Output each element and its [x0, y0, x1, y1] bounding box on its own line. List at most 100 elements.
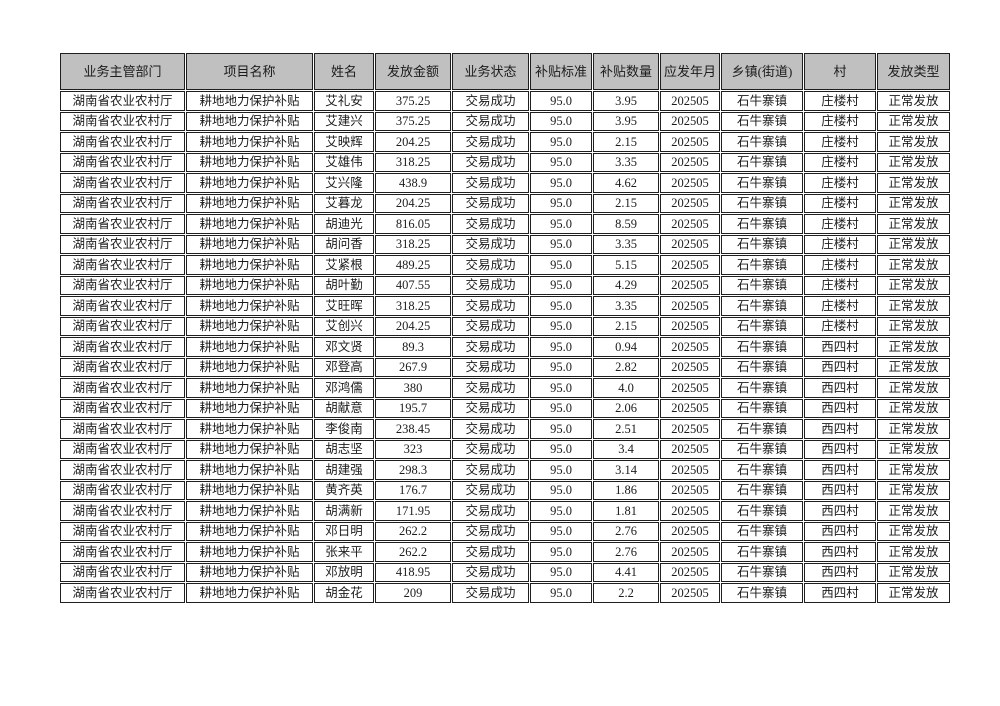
table-cell: 耕地地力保护补贴: [186, 316, 313, 336]
table-cell: 正常发放: [877, 398, 950, 418]
table-cell: 正常发放: [877, 521, 950, 541]
table-cell: 湖南省农业农村厅: [60, 152, 185, 172]
table-cell: 202505: [660, 111, 720, 131]
column-header-project: 项目名称: [186, 53, 313, 90]
table-cell: 正常发放: [877, 132, 950, 152]
table-cell: 95.0: [530, 173, 592, 193]
table-cell: 交易成功: [452, 91, 529, 111]
table-cell: 石牛寨镇: [721, 91, 803, 111]
table-cell: 95.0: [530, 562, 592, 582]
table-cell: 0.94: [593, 337, 659, 357]
column-header-quantity: 补贴数量: [593, 53, 659, 90]
table-cell: 耕地地力保护补贴: [186, 583, 313, 603]
table-cell: 交易成功: [452, 214, 529, 234]
table-cell: 交易成功: [452, 152, 529, 172]
table-cell: 95.0: [530, 316, 592, 336]
table-cell: 耕地地力保护补贴: [186, 378, 313, 398]
table-cell: 交易成功: [452, 234, 529, 254]
column-header-status: 业务状态: [452, 53, 529, 90]
column-header-township: 乡镇(街道): [721, 53, 803, 90]
table-row: 湖南省农业农村厅 耕地地力保护补贴 艾旺晖 318.25 交易成功 95.0 3.35 202…: [60, 296, 950, 316]
table-cell: 2.06: [593, 398, 659, 418]
table-cell: 正常发放: [877, 91, 950, 111]
table-cell: 西四村: [804, 460, 876, 480]
table-cell: 庄楼村: [804, 316, 876, 336]
table-cell: 交易成功: [452, 132, 529, 152]
table-cell: 407.55: [375, 275, 451, 295]
table-row: 湖南省农业农村厅 耕地地力保护补贴 邓日明 262.2 交易成功 95.0 2.76 2025…: [60, 521, 950, 541]
column-header-amount: 发放金额: [375, 53, 451, 90]
table-cell: 202505: [660, 173, 720, 193]
table-cell: 4.29: [593, 275, 659, 295]
table-cell: 489.25: [375, 255, 451, 275]
table-cell: 石牛寨镇: [721, 296, 803, 316]
table-cell: 庄楼村: [804, 91, 876, 111]
table-cell: 418.95: [375, 562, 451, 582]
table-cell: 2.82: [593, 357, 659, 377]
table-cell: 交易成功: [452, 562, 529, 582]
table-cell: 202505: [660, 419, 720, 439]
table-cell: 202505: [660, 562, 720, 582]
table-row: 湖南省农业农村厅 耕地地力保护补贴 艾映辉 204.25 交易成功 95.0 2.15 202…: [60, 132, 950, 152]
table-row: 湖南省农业农村厅 耕地地力保护补贴 张来平 262.2 交易成功 95.0 2.76 2025…: [60, 542, 950, 562]
table-cell: 正常发放: [877, 214, 950, 234]
table-row: 湖南省农业农村厅 耕地地力保护补贴 艾创兴 204.25 交易成功 95.0 2.15 202…: [60, 316, 950, 336]
table-cell: 艾礼安: [314, 91, 374, 111]
table-cell: 湖南省农业农村厅: [60, 275, 185, 295]
table-cell: 正常发放: [877, 419, 950, 439]
column-header-department: 业务主管部门: [60, 53, 185, 90]
table-cell: 邓日明: [314, 521, 374, 541]
table-cell: 2.2: [593, 583, 659, 603]
table-cell: 202505: [660, 542, 720, 562]
table-cell: 2.15: [593, 193, 659, 213]
table-cell: 湖南省农业农村厅: [60, 91, 185, 111]
table-row: 湖南省农业农村厅 耕地地力保护补贴 艾兴隆 438.9 交易成功 95.0 4.62 2025…: [60, 173, 950, 193]
table-row: 湖南省农业农村厅 耕地地力保护补贴 李俊南 238.45 交易成功 95.0 2.51 202…: [60, 419, 950, 439]
table-cell: 艾暮龙: [314, 193, 374, 213]
table-cell: 202505: [660, 357, 720, 377]
table-cell: 胡迪光: [314, 214, 374, 234]
table-cell: 正常发放: [877, 357, 950, 377]
table-row: 湖南省农业农村厅 耕地地力保护补贴 胡满新 171.95 交易成功 95.0 1.81 202…: [60, 501, 950, 521]
table-cell: 西四村: [804, 501, 876, 521]
table-cell: 1.86: [593, 480, 659, 500]
table-row: 湖南省农业农村厅 耕地地力保护补贴 胡献意 195.7 交易成功 95.0 2.06 2025…: [60, 398, 950, 418]
table-cell: 95.0: [530, 296, 592, 316]
table-cell: 正常发放: [877, 255, 950, 275]
table-cell: 石牛寨镇: [721, 255, 803, 275]
table-cell: 202505: [660, 337, 720, 357]
table-cell: 交易成功: [452, 419, 529, 439]
table-cell: 202505: [660, 91, 720, 111]
table-cell: 石牛寨镇: [721, 234, 803, 254]
table-cell: 89.3: [375, 337, 451, 357]
table-cell: 胡志坚: [314, 439, 374, 459]
table-cell: 95.0: [530, 357, 592, 377]
table-cell: 95.0: [530, 419, 592, 439]
table-cell: 湖南省农业农村厅: [60, 132, 185, 152]
table-cell: 石牛寨镇: [721, 193, 803, 213]
table-cell: 胡叶勤: [314, 275, 374, 295]
table-cell: 胡建强: [314, 460, 374, 480]
table-cell: 95.0: [530, 398, 592, 418]
table-cell: 湖南省农业农村厅: [60, 357, 185, 377]
table-cell: 庄楼村: [804, 296, 876, 316]
table-cell: 庄楼村: [804, 173, 876, 193]
table-cell: 石牛寨镇: [721, 173, 803, 193]
table-cell: 正常发放: [877, 152, 950, 172]
table-header-row: 业务主管部门 项目名称 姓名 发放金额 业务状态 补贴标准 补贴数量 应发年月 …: [60, 53, 950, 90]
table-cell: 正常发放: [877, 337, 950, 357]
table-cell: 石牛寨镇: [721, 398, 803, 418]
table-cell: 204.25: [375, 193, 451, 213]
table-cell: 95.0: [530, 234, 592, 254]
table-cell: 西四村: [804, 357, 876, 377]
table-cell: 交易成功: [452, 521, 529, 541]
table-cell: 正常发放: [877, 316, 950, 336]
table-cell: 8.59: [593, 214, 659, 234]
column-header-village: 村: [804, 53, 876, 90]
table-cell: 95.0: [530, 439, 592, 459]
table-cell: 耕地地力保护补贴: [186, 296, 313, 316]
table-cell: 庄楼村: [804, 275, 876, 295]
table-cell: 95.0: [530, 583, 592, 603]
table-cell: 2.15: [593, 132, 659, 152]
